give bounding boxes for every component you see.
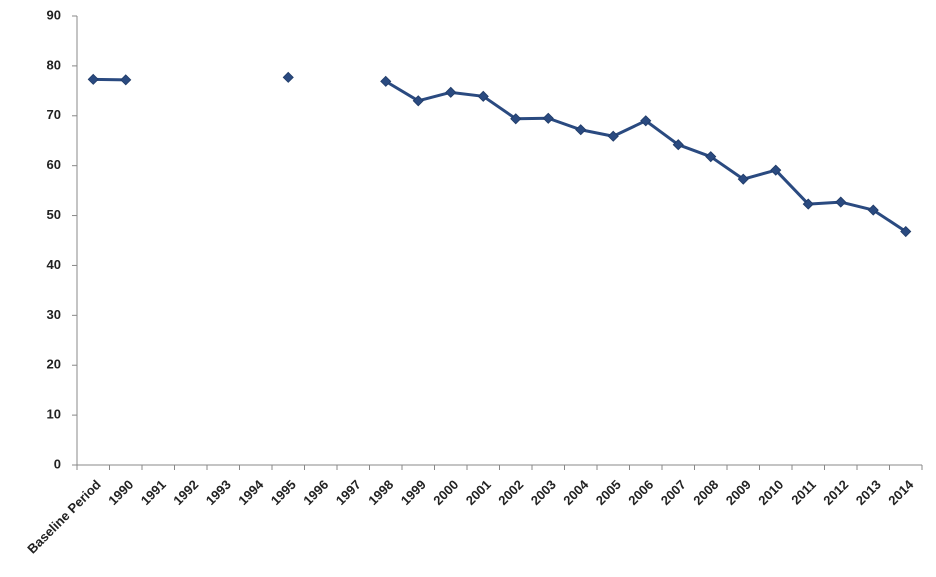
y-tick-label: 90: [47, 7, 61, 22]
x-tick-label: 2003: [528, 477, 559, 508]
marker: [575, 124, 587, 136]
marker: [282, 71, 294, 83]
marker: [802, 198, 814, 210]
y-tick-label: 20: [47, 357, 61, 372]
x-tick-label: 2002: [495, 477, 526, 508]
x-tick-label: 1991: [138, 477, 169, 508]
y-tick-label: 60: [47, 157, 61, 172]
x-tick-label: 1992: [170, 477, 201, 508]
x-tick-label: 2006: [625, 477, 656, 508]
x-tick-label: 1994: [235, 476, 267, 508]
y-tick-label: 10: [47, 407, 61, 422]
x-tick-label: Baseline Period: [24, 477, 104, 557]
x-tick-label: 1997: [333, 477, 364, 508]
x-tick-label: 1998: [365, 477, 396, 508]
marker: [445, 86, 457, 98]
marker: [510, 113, 522, 125]
y-tick-label: 50: [47, 207, 61, 222]
marker: [867, 204, 879, 216]
x-tick-label: 2007: [658, 477, 689, 508]
x-tick-label: 2010: [755, 477, 786, 508]
x-tick-label: 2005: [593, 477, 624, 508]
x-tick-label: 2001: [463, 477, 494, 508]
marker: [477, 90, 489, 102]
marker: [672, 139, 684, 151]
marker: [542, 112, 554, 124]
x-tick-label: 2012: [820, 477, 851, 508]
y-tick-label: 30: [47, 307, 61, 322]
marker: [737, 173, 749, 185]
x-tick-label: 1996: [300, 477, 331, 508]
x-tick-label: 1995: [268, 477, 299, 508]
marker: [607, 130, 619, 142]
y-tick-label: 40: [47, 257, 61, 272]
marker: [412, 95, 424, 107]
marker: [770, 164, 782, 176]
marker: [87, 73, 99, 85]
marker: [380, 75, 392, 87]
x-tick-label: 1990: [105, 477, 136, 508]
y-tick-label: 0: [54, 456, 61, 471]
x-tick-label: 1993: [203, 477, 234, 508]
x-tick-label: 2004: [560, 476, 592, 508]
marker: [705, 151, 717, 163]
x-tick-label: 2008: [690, 477, 721, 508]
y-tick-label: 70: [47, 107, 61, 122]
x-tick-label: 2013: [853, 477, 884, 508]
y-tick-label: 80: [47, 57, 61, 72]
marker: [900, 225, 912, 238]
series-line: [93, 77, 907, 233]
x-tick-label: 2009: [723, 477, 754, 508]
marker: [835, 196, 847, 208]
x-tick-label: 1999: [398, 477, 429, 508]
x-tick-label: 2011: [788, 477, 819, 508]
x-tick-label: 2000: [430, 477, 461, 508]
marker: [640, 115, 652, 127]
marker: [120, 74, 132, 86]
x-tick-label: 2014: [885, 476, 917, 508]
